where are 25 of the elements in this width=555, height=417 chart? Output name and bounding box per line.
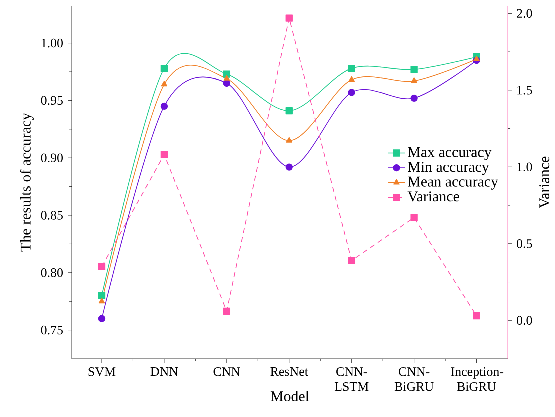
y-tick-label: 0.85: [41, 211, 63, 220]
legend-label: Min accuracy: [408, 162, 490, 176]
x-axis-title: Model: [270, 391, 310, 402]
x-tick-label: CNN-LSTM: [334, 368, 369, 392]
legend-label: Variance: [408, 192, 460, 202]
x-tick-label: CNN-BiGRU: [394, 368, 434, 392]
y2-tick-label: 0.0: [517, 316, 532, 326]
x-tick-label: Inception-BiGRU: [451, 368, 504, 392]
x-tick-label: CNN: [214, 368, 240, 376]
y-tick-label: 0.75: [41, 326, 63, 335]
x-tick-label: DNN: [150, 368, 178, 376]
legend-label: Mean accuracy: [408, 176, 498, 190]
y-tick-label: 1.00: [42, 38, 63, 48]
y-tick-label: 0.90: [41, 154, 63, 163]
y2-tick-label: 1.0: [518, 162, 532, 172]
legend-label: Max accuracy: [408, 147, 492, 160]
x-tick-label: ResNet: [270, 368, 308, 376]
y2-tick-label: 2.0: [517, 9, 532, 18]
y-tick-label: 0.80: [41, 268, 63, 278]
y2-axis-title: Variance: [540, 156, 550, 208]
y2-tick-label: 0.5: [517, 239, 532, 248]
y-tick-label: 0.95: [41, 96, 63, 106]
y2-tick-label: 1.5: [518, 86, 532, 95]
y-axis-title: The results of accuracy: [20, 113, 34, 252]
x-tick-label: SVM: [88, 368, 116, 376]
